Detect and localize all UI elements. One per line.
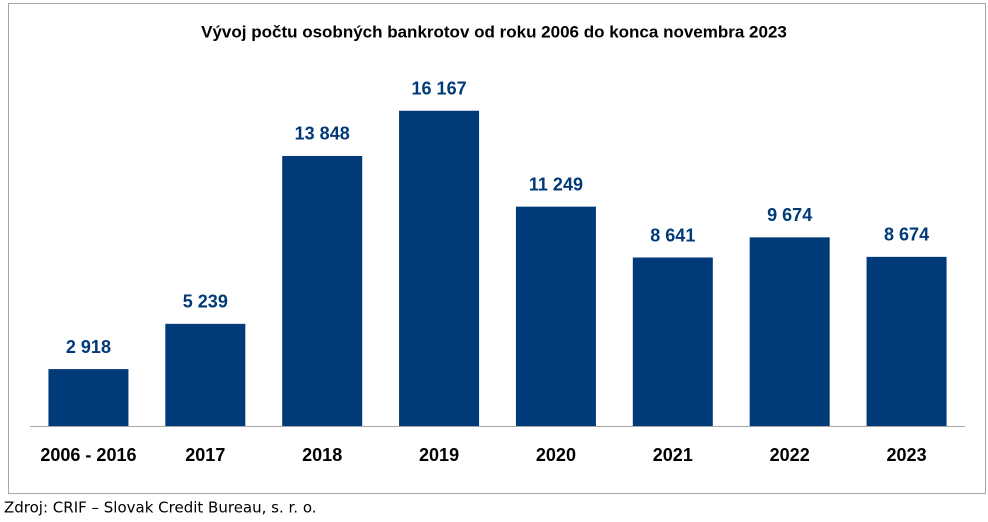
x-tick-label: 2021 <box>653 445 693 465</box>
data-label: 2 918 <box>66 337 111 357</box>
x-tick-label: 2023 <box>887 445 927 465</box>
bar <box>165 323 246 426</box>
x-tick-label: 2017 <box>185 445 225 465</box>
bar <box>866 256 947 426</box>
data-label: 5 239 <box>183 292 228 312</box>
bar <box>48 369 129 426</box>
x-tick-label: 2018 <box>302 445 342 465</box>
source-note: Zdroj: CRIF – Slovak Credit Bureau, s. r… <box>4 499 317 517</box>
bar <box>282 155 363 427</box>
data-label: 8 641 <box>650 225 695 245</box>
chart-title: Vývoj počtu osobných bankrotov od roku 2… <box>201 22 787 41</box>
data-label: 13 848 <box>295 124 350 144</box>
x-tick-label: 2022 <box>770 445 810 465</box>
data-label: 16 167 <box>412 78 467 98</box>
bar <box>749 237 830 426</box>
x-tick-label: 2020 <box>536 445 576 465</box>
data-label: 8 674 <box>884 225 929 245</box>
x-tick-label: 2019 <box>419 445 459 465</box>
x-tick-label: 2006 - 2016 <box>40 445 136 465</box>
bar <box>632 257 713 426</box>
chart-frame <box>8 3 986 494</box>
data-label: 11 249 <box>529 174 583 194</box>
bar <box>515 206 596 426</box>
data-label: 9 674 <box>767 205 812 225</box>
bar <box>399 110 480 426</box>
